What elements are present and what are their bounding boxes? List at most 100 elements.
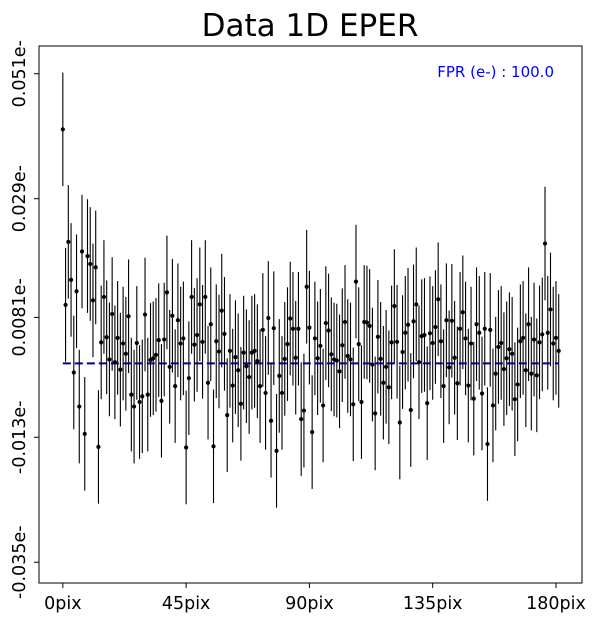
- data-point: [351, 402, 356, 407]
- data-point: [140, 394, 145, 399]
- data-point: [173, 384, 178, 389]
- data-point: [192, 342, 197, 347]
- data-point: [104, 335, 109, 340]
- data-point: [444, 318, 449, 323]
- data-point: [548, 307, 553, 312]
- data-point: [101, 294, 107, 300]
- data-point: [194, 332, 200, 338]
- data-point: [175, 318, 181, 323]
- data-point: [485, 441, 490, 447]
- data-point: [88, 261, 93, 267]
- data-point: [247, 374, 252, 380]
- data-point: [466, 383, 471, 388]
- data-point: [60, 127, 65, 132]
- data-point: [301, 408, 307, 413]
- data-point: [460, 310, 465, 315]
- data-point: [225, 412, 230, 418]
- data-point: [438, 339, 444, 344]
- data-point: [170, 313, 175, 318]
- data-point: [93, 265, 98, 270]
- data-point: [214, 339, 219, 344]
- data-point: [375, 334, 380, 339]
- data-point: [537, 340, 542, 345]
- data-point: [126, 314, 131, 319]
- data-point: [312, 336, 317, 341]
- data-point: [425, 401, 430, 406]
- data-point: [151, 356, 156, 361]
- data-point: [236, 368, 241, 373]
- data-point: [545, 330, 550, 335]
- data-point: [490, 403, 496, 408]
- y-tick-label: 0.0081e-: [10, 278, 30, 356]
- data-point: [260, 327, 265, 332]
- data-point: [156, 338, 161, 343]
- data-point: [405, 322, 411, 327]
- data-point: [337, 369, 342, 374]
- data-point: [551, 341, 556, 346]
- data-point: [197, 302, 202, 307]
- data-point: [520, 335, 526, 340]
- data-point: [68, 277, 74, 283]
- data-point: [241, 350, 246, 355]
- data-point: [230, 383, 235, 388]
- data-point: [499, 340, 504, 346]
- data-point: [342, 319, 348, 325]
- data-point: [540, 332, 545, 337]
- data-point: [414, 302, 419, 307]
- data-point: [553, 335, 559, 340]
- data-point: [82, 431, 87, 436]
- fpr-annotation: FPR (e-) : 100.0: [437, 63, 554, 81]
- data-point: [216, 349, 222, 354]
- data-point: [263, 390, 268, 396]
- data-point: [457, 326, 463, 331]
- data-point: [427, 331, 433, 336]
- data-point: [488, 327, 493, 332]
- y-tick-label: 0.029e-: [10, 165, 30, 232]
- x-tick-label: 0pix: [44, 594, 81, 614]
- data-point: [455, 381, 460, 386]
- data-point: [299, 416, 304, 422]
- data-point: [200, 339, 205, 344]
- data-point: [370, 362, 375, 367]
- x-tick-label: 180pix: [526, 594, 586, 614]
- data-point: [137, 399, 142, 405]
- data-point: [110, 311, 115, 317]
- data-point: [142, 312, 148, 317]
- data-point: [373, 411, 378, 416]
- data-point: [523, 368, 528, 373]
- data-point: [449, 318, 454, 323]
- plot-area-frame: [38, 45, 583, 584]
- data-point: [129, 392, 134, 397]
- data-point: [271, 326, 276, 331]
- data-point: [257, 384, 263, 389]
- data-point: [307, 325, 312, 330]
- data-point: [189, 294, 194, 300]
- data-point: [255, 359, 260, 364]
- data-point: [493, 371, 498, 376]
- data-point: [112, 360, 117, 365]
- x-tick-label: 135pix: [403, 594, 463, 614]
- data-point: [79, 249, 85, 254]
- data-point: [219, 308, 224, 313]
- data-point: [285, 341, 290, 347]
- data-point: [296, 326, 301, 331]
- data-point: [422, 332, 427, 338]
- data-point: [186, 376, 191, 381]
- data-point: [359, 399, 364, 405]
- data-point: [244, 364, 249, 369]
- data-point: [340, 343, 345, 348]
- data-point: [288, 316, 293, 321]
- data-point: [496, 344, 501, 350]
- data-point: [364, 320, 370, 325]
- data-point: [356, 341, 361, 347]
- data-point: [397, 420, 402, 425]
- data-point: [329, 352, 334, 357]
- data-point: [282, 356, 287, 361]
- x-tick-label: 90pix: [285, 594, 334, 614]
- data-point: [178, 341, 183, 346]
- data-point: [367, 323, 372, 329]
- data-point: [205, 380, 211, 385]
- data-point: [504, 356, 509, 361]
- data-point: [85, 253, 90, 259]
- data-point: [452, 355, 457, 360]
